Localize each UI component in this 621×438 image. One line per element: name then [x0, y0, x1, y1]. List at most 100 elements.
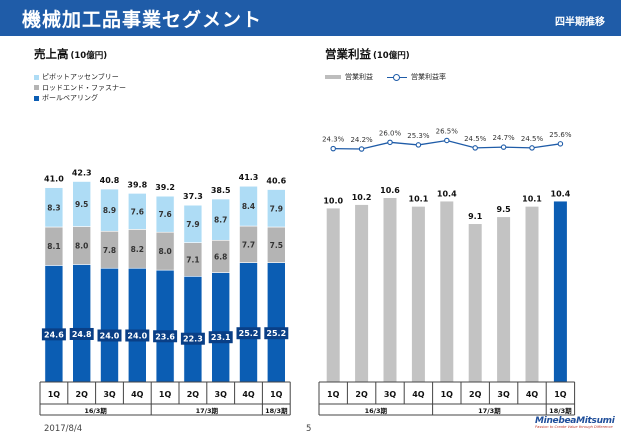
profit-bar-label: 10.4: [551, 189, 571, 198]
left-chart-title: 売上高: [34, 47, 69, 61]
stack-bar-seg-2: [128, 193, 147, 230]
bar-value-label: 24.0: [127, 331, 147, 340]
legend-label-rod: ロッドエンド・ファスナー: [42, 83, 126, 92]
bar-value-label: 8.0: [75, 241, 88, 250]
bar-value-label: 25.2: [239, 329, 259, 338]
margin-point: [529, 145, 535, 151]
left-axis-tick-label: 4Q: [131, 390, 144, 399]
legend-swatch-rod: [34, 85, 39, 91]
profit-bar-label: 10.2: [352, 193, 372, 202]
bar-value-box: [153, 330, 178, 343]
stack-bar-seg-0: [266, 262, 286, 383]
stack-bar-seg-0: [100, 267, 119, 383]
stack-bar-seg-2: [183, 204, 203, 243]
left-legend: ピボットアッセンブリー ロッドエンド・ファスナー ボールベアリング: [34, 72, 126, 104]
bar-value-label: 24.6: [44, 330, 64, 339]
bar-value-box: [236, 327, 261, 340]
legend-label-pivot: ピボットアッセンブリー: [42, 73, 119, 81]
bar-value-label: 24.8: [72, 330, 92, 339]
bar-value-label: 8.0: [158, 247, 171, 256]
left-axis-tick-label: 1Q: [159, 390, 172, 399]
bar-value-label: 7.6: [158, 210, 171, 219]
legend-item-ball: ボールベアリング: [34, 93, 126, 104]
legend-swatch-ball: [34, 95, 39, 101]
bar-value-label: 23.6: [155, 332, 175, 341]
stack-bar-seg-0: [155, 269, 175, 383]
page-number: 5: [306, 424, 312, 434]
bar-total-label: 38.5: [211, 186, 231, 195]
profit-bar: [355, 204, 369, 382]
profit-bar: [553, 201, 567, 382]
profit-bar-label: 10.1: [409, 195, 429, 204]
right-axis-tick-label: 1Q: [441, 390, 454, 399]
bar-total-label: 39.8: [127, 180, 147, 189]
margin-point-label: 25.6%: [549, 131, 572, 139]
left-axis-period-label: 16/3期: [84, 406, 107, 415]
bar-value-label: 23.1: [211, 333, 231, 342]
profit-bar-label: 10.4: [437, 189, 457, 198]
bar-value-box: [208, 331, 233, 344]
bar-value-box: [69, 327, 94, 340]
right-axis-tick-label: 4Q: [526, 390, 539, 399]
margin-point-label: 24.5%: [521, 135, 544, 143]
bar-value-box: [97, 329, 122, 342]
left-axis-tick-label: 3Q: [103, 390, 116, 399]
bar-value-label: 8.2: [131, 245, 144, 254]
profit-bar: [326, 208, 340, 382]
margin-point: [387, 139, 393, 146]
bar-total-label: 40.6: [266, 177, 286, 186]
legend-swatch-margin: [387, 73, 407, 81]
legend-swatch-pivot: [34, 74, 39, 80]
bar-value-label: 8.1: [47, 242, 60, 251]
bar-total-label: 41.3: [239, 173, 259, 182]
bar-total-label: 39.2: [155, 183, 175, 192]
bar-value-label: 8.4: [242, 202, 255, 211]
stack-bar-seg-0: [211, 272, 230, 383]
stack-bar-seg-2: [266, 189, 286, 228]
page-title: 機械加工品事業セグメント: [22, 9, 263, 31]
right-chart-title: 営業利益: [325, 47, 371, 61]
right-legend: 営業利益 営業利益率: [325, 72, 446, 82]
bar-value-label: 8.3: [47, 203, 60, 212]
margin-point-label: 24.2%: [350, 136, 373, 144]
bar-value-label: 7.9: [270, 204, 283, 213]
page-subtitle: 四半期推移: [555, 17, 605, 28]
left-chart-heading: 売上高 (10億円): [34, 46, 107, 62]
bar-value-label: 25.2: [266, 329, 286, 338]
left-axis-tick-label: 1Q: [48, 390, 61, 399]
bar-total-label: 40.8: [100, 176, 120, 185]
left-axis-tick-label: 1Q: [270, 390, 283, 399]
bar-value-label: 7.7: [242, 240, 255, 249]
legend-label-op: 営業利益: [345, 73, 373, 81]
header-bar: 機械加工品事業セグメント 四半期推移: [0, 0, 621, 36]
legend-label-ball: ボールベアリング: [42, 94, 98, 102]
bar-value-label: 8.7: [214, 216, 227, 225]
left-axis-tick-label: 3Q: [215, 390, 228, 399]
stack-bar-seg-2: [239, 185, 258, 227]
bar-value-label: 24.0: [100, 331, 120, 340]
bar-total-label: 41.0: [44, 175, 64, 184]
right-axis-period-label: 18/3期: [549, 406, 572, 415]
stack-bar-seg-0: [72, 264, 91, 383]
margin-point-label: 24.7%: [492, 134, 515, 142]
bar-value-box: [264, 327, 289, 340]
bar-value-label: 6.8: [214, 252, 227, 261]
profit-bar-label: 9.5: [497, 205, 512, 214]
margin-point: [358, 146, 365, 152]
margin-point-label: 25.3%: [407, 132, 430, 140]
bar-value-label: 7.1: [186, 255, 199, 264]
logo-tagline: Passion to Create Value through Differen…: [535, 425, 613, 429]
margin-point: [415, 142, 422, 148]
profit-bar-label: 10.6: [380, 186, 400, 195]
legend-item-rod: ロッドエンド・ファスナー: [34, 83, 126, 94]
right-axis-tick-label: 2Q: [355, 390, 368, 399]
right-axis-tick-label: 2Q: [469, 390, 482, 399]
margin-point-label: 24.3%: [322, 136, 345, 144]
stack-bar-seg-0: [44, 265, 64, 383]
right-chart-unit: (10億円): [373, 51, 410, 61]
left-axis-tick-label: 2Q: [76, 390, 89, 399]
right-axis-tick-label: 1Q: [554, 390, 567, 399]
margin-point: [444, 137, 450, 144]
right-axis-period-label: 16/3期: [365, 406, 388, 415]
